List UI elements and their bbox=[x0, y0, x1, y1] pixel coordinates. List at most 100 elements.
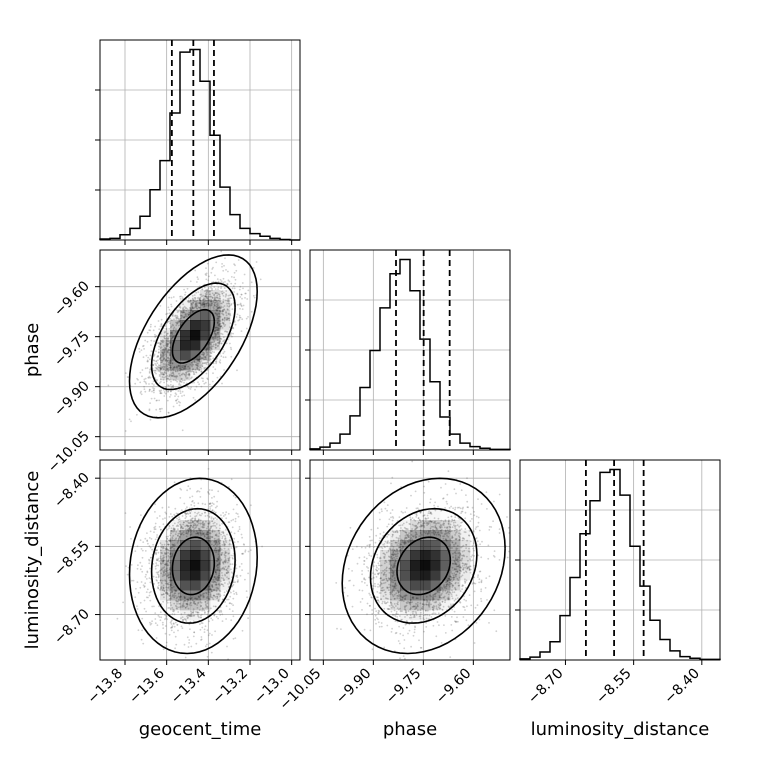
sample-point bbox=[398, 625, 400, 628]
sample-point bbox=[222, 310, 224, 312]
sample-point bbox=[369, 543, 372, 546]
sample-point bbox=[393, 564, 396, 567]
sample-point bbox=[214, 511, 217, 514]
sample-point bbox=[415, 614, 418, 616]
sample-point bbox=[461, 537, 464, 540]
sample-point bbox=[159, 555, 162, 558]
sample-point bbox=[203, 303, 205, 305]
sample-point bbox=[170, 620, 173, 623]
sample-point bbox=[394, 555, 397, 558]
sample-point bbox=[175, 525, 178, 528]
sample-point bbox=[449, 528, 451, 531]
sample-point bbox=[428, 530, 431, 533]
sample-point bbox=[223, 325, 226, 327]
sample-point bbox=[194, 388, 196, 391]
sample-point bbox=[161, 582, 163, 585]
sample-point bbox=[187, 616, 189, 619]
sample-point bbox=[196, 363, 199, 366]
sample-point bbox=[164, 613, 166, 616]
sample-point bbox=[198, 302, 201, 305]
sample-point bbox=[218, 327, 220, 330]
sample-point bbox=[232, 581, 235, 584]
sample-point bbox=[189, 614, 192, 617]
sample-point bbox=[423, 514, 426, 516]
sample-point bbox=[438, 522, 440, 524]
sample-point bbox=[443, 595, 446, 598]
sample-point bbox=[198, 596, 201, 599]
sample-point bbox=[393, 549, 396, 552]
sample-point bbox=[211, 536, 214, 539]
sample-point bbox=[193, 294, 196, 296]
sample-point bbox=[379, 518, 381, 521]
sample-point bbox=[208, 532, 211, 535]
density-cell bbox=[450, 530, 461, 541]
sample-point bbox=[184, 293, 186, 296]
sample-point bbox=[425, 599, 428, 601]
sample-point bbox=[179, 369, 182, 372]
sample-point bbox=[195, 526, 198, 529]
sample-point bbox=[168, 348, 170, 351]
sample-point bbox=[225, 517, 228, 520]
sample-point bbox=[207, 634, 210, 637]
sample-point bbox=[227, 565, 230, 568]
sample-point bbox=[198, 306, 201, 309]
sample-point bbox=[152, 389, 155, 392]
sample-point bbox=[205, 272, 208, 275]
sample-point bbox=[161, 359, 163, 362]
sample-point bbox=[183, 597, 186, 599]
density-cell bbox=[160, 350, 171, 361]
sample-point bbox=[167, 363, 170, 366]
sample-point bbox=[156, 549, 159, 551]
sample-point bbox=[169, 366, 172, 369]
sample-point bbox=[440, 486, 442, 489]
sample-point bbox=[228, 313, 230, 315]
sample-point bbox=[476, 604, 479, 606]
density-cell bbox=[420, 560, 431, 571]
sample-point bbox=[205, 296, 208, 298]
sample-point bbox=[451, 541, 454, 544]
sample-point bbox=[366, 602, 369, 605]
sample-point bbox=[441, 532, 443, 535]
sample-point bbox=[194, 511, 196, 514]
density-cell bbox=[200, 330, 211, 341]
y-tick-label: −9.90 bbox=[51, 378, 93, 420]
density-cell bbox=[420, 520, 431, 531]
sample-point bbox=[224, 537, 227, 539]
sample-point bbox=[466, 500, 469, 503]
sample-point bbox=[432, 608, 434, 611]
sample-point bbox=[184, 597, 186, 599]
sample-point bbox=[197, 663, 199, 665]
sample-point bbox=[426, 514, 429, 517]
sample-point bbox=[441, 600, 444, 603]
sample-point bbox=[195, 524, 198, 527]
sample-point bbox=[218, 542, 221, 544]
sample-point bbox=[235, 593, 238, 596]
sample-point bbox=[175, 531, 178, 533]
sample-point bbox=[190, 530, 193, 532]
sample-point bbox=[419, 614, 422, 616]
sample-point bbox=[195, 520, 198, 523]
sample-point bbox=[404, 540, 407, 543]
sample-point bbox=[144, 390, 147, 393]
sample-point bbox=[149, 325, 152, 328]
sample-point bbox=[170, 360, 173, 363]
sample-point bbox=[399, 589, 402, 592]
sample-point bbox=[211, 536, 214, 538]
sample-point bbox=[410, 645, 412, 648]
sample-point bbox=[182, 527, 184, 529]
sample-point bbox=[207, 468, 210, 470]
sample-point bbox=[230, 619, 233, 622]
sample-point bbox=[142, 642, 145, 645]
density-cell bbox=[190, 310, 201, 321]
sample-point bbox=[206, 293, 209, 295]
sample-point bbox=[167, 337, 170, 339]
sample-point bbox=[178, 602, 181, 605]
sample-point bbox=[211, 586, 214, 588]
sample-point bbox=[227, 234, 229, 236]
sample-point bbox=[443, 624, 445, 626]
sample-point bbox=[166, 574, 169, 577]
sample-point bbox=[218, 312, 221, 315]
sample-point bbox=[434, 532, 437, 534]
sample-point bbox=[124, 372, 127, 374]
sample-point bbox=[158, 605, 160, 608]
